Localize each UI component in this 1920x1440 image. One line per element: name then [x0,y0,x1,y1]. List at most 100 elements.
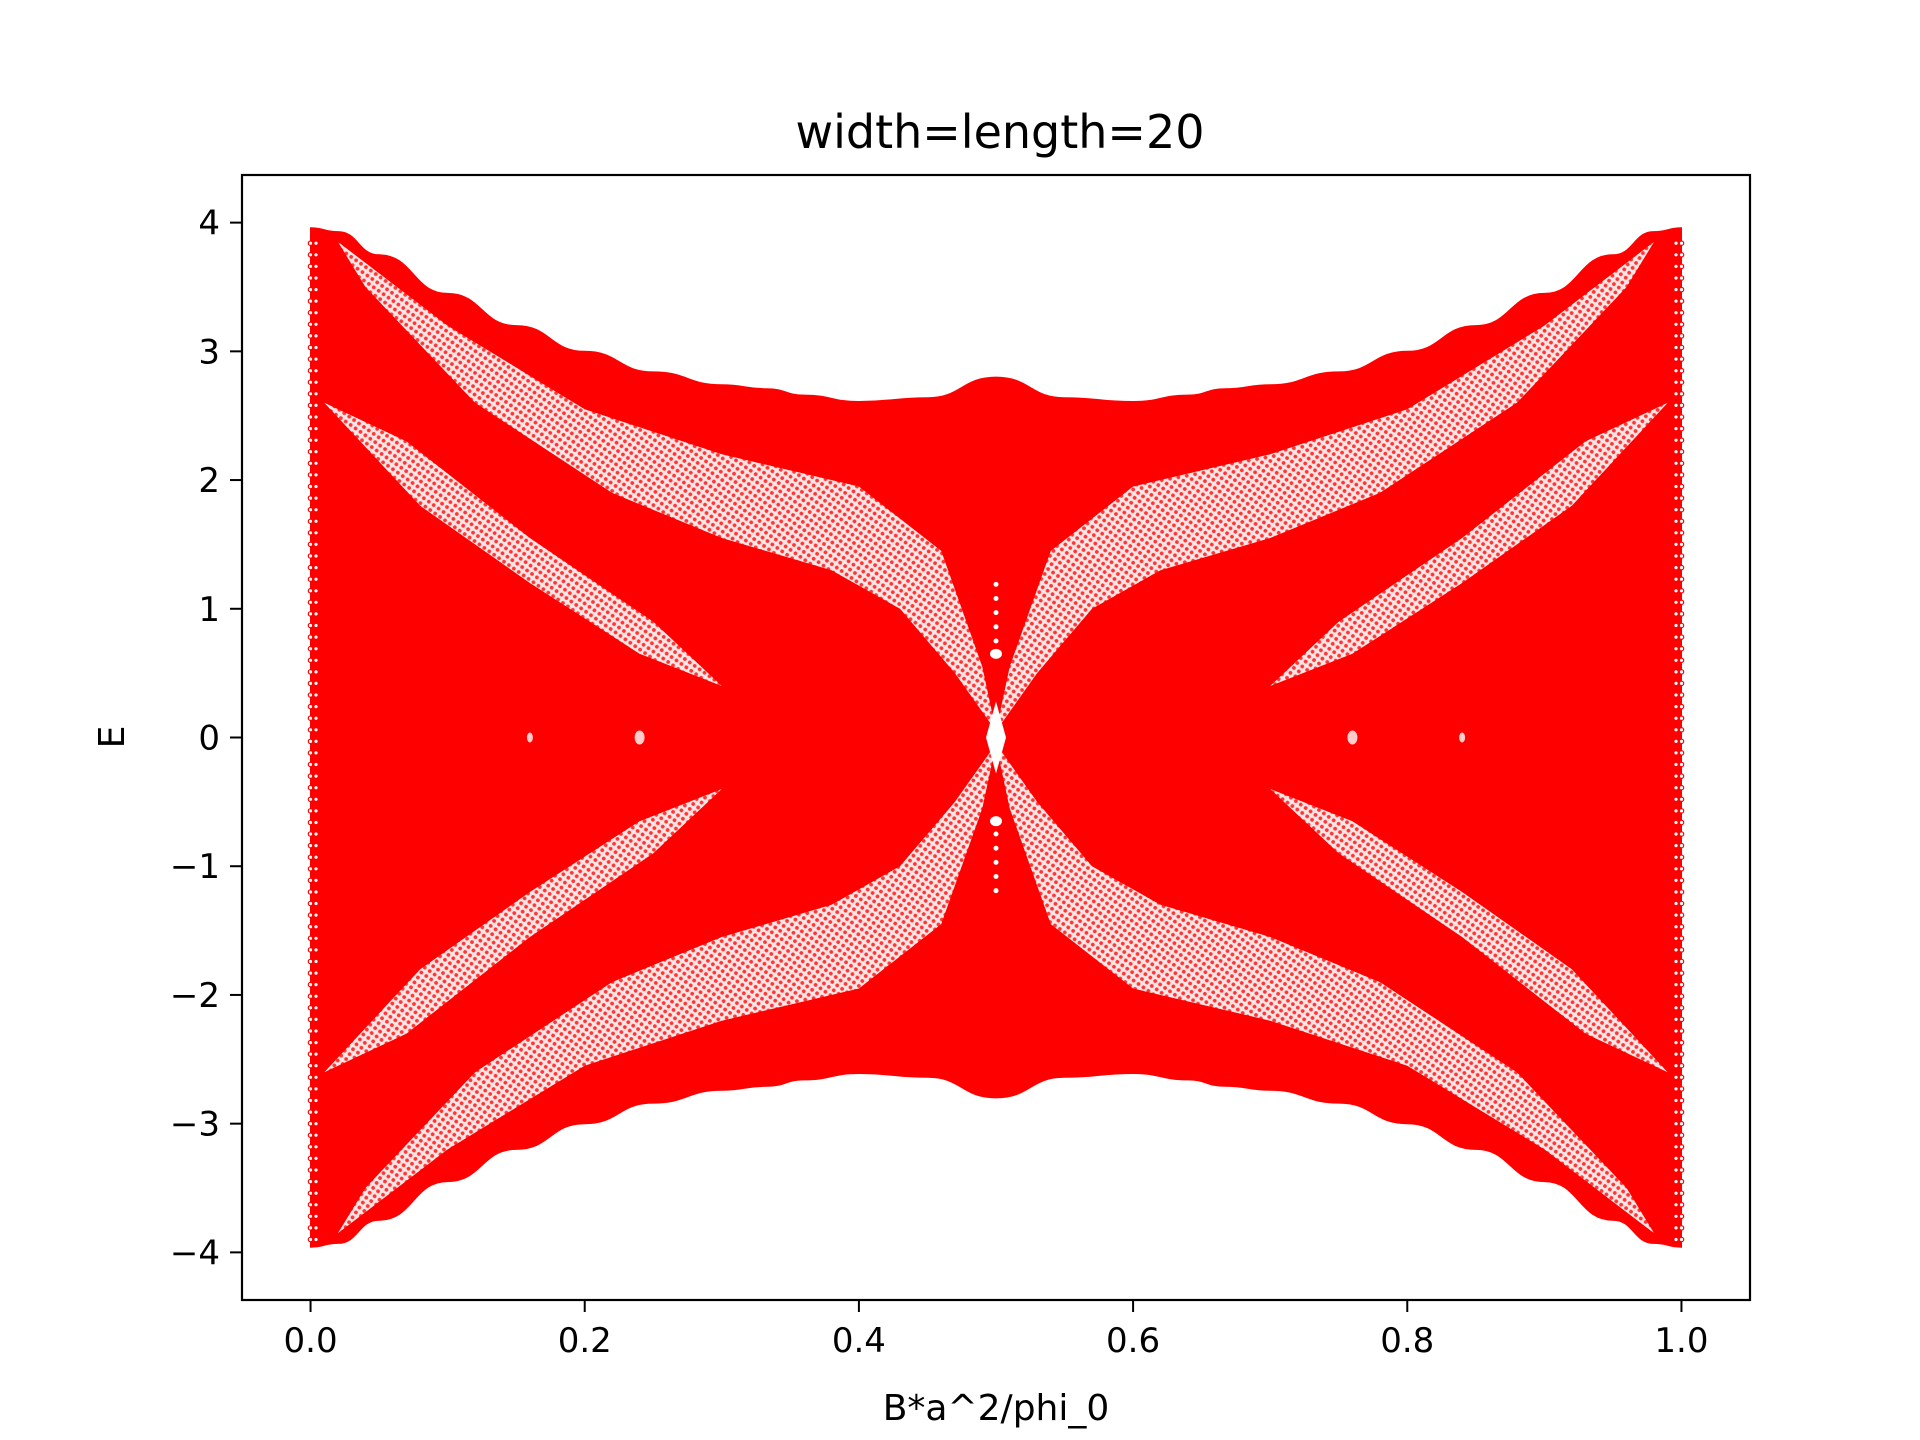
spectrum-level-dot [1673,808,1679,814]
spectrum-level-dot [313,842,319,849]
spectrum-level-dot [307,587,314,594]
spectrum-level-dot [1673,564,1679,571]
spectrum-level-dot [313,1225,319,1231]
spectrum-gap-dot [992,858,1000,866]
spectrum-level-dot [313,495,319,501]
spectrum-gap [526,732,533,743]
spectrum-level-dot [313,958,319,965]
spectrum-level-dot [1678,472,1685,478]
x-tick-label: 0.4 [832,1321,886,1361]
spectrum-level-dot [1673,1120,1679,1127]
spectrum-level-dot [307,564,314,571]
spectrum-level-dot [307,321,314,328]
spectrum-level-dot [1673,1074,1679,1081]
spectrum-level-dot [1678,1051,1685,1057]
spectrum-level-dot [307,1178,314,1185]
spectrum-level-dot [1678,1039,1685,1046]
spectrum-gap-dot [992,887,1000,895]
spectrum-level-dot [1673,1225,1679,1231]
spectrum-level-dot [1678,506,1685,513]
spectrum-level-dot [1673,1155,1679,1162]
spectrum-level-dot [1673,356,1679,362]
spectrum-level-dot [313,541,319,548]
spectrum-level-dot [1678,356,1685,362]
spectrum-level-dot [1673,390,1679,397]
spectrum-level-dot [1678,321,1685,328]
spectrum-level-dot [1678,252,1685,258]
spectrum-level-dot [313,390,319,397]
spectrum-level-dot [1678,865,1685,872]
spectrum-level-dot [1673,240,1679,247]
spectrum-level-dot [307,286,314,293]
spectrum-level-dot [1673,599,1679,606]
spectrum-level-dot [313,877,319,884]
spectrum-level-dot [1678,344,1685,351]
spectrum-level-dot [307,1051,314,1057]
spectrum-level-dot [1678,738,1685,745]
spectrum-level-dot [1678,692,1685,698]
spectrum-level-dot [1678,1074,1685,1081]
spectrum-gaps [526,580,1466,895]
spectrum-level-dot [1678,761,1685,768]
spectrum-level-dot [1678,611,1685,617]
spectrum-level-dot [313,923,319,930]
spectrum-level-dot [313,553,319,559]
spectrum-level-dot [313,831,319,837]
spectrum-level-dot [1678,1016,1685,1023]
spectrum-level-dot [1673,252,1679,258]
spectrum-mesh-streak [1270,789,1668,1073]
spectrum-level-dot [1678,587,1685,594]
spectrum-level-dot [1678,402,1685,409]
spectrum-level-dot [307,831,314,837]
spectrum-level-dot [1678,923,1685,930]
spectrum-level-dot [1678,726,1685,733]
spectrum-level-dot [1673,333,1679,339]
spectrum-level-dot [1673,448,1679,455]
spectrum-level-dot [1673,495,1679,501]
spectrum-level-dot [1678,495,1685,501]
spectrum-level-dot [1678,877,1685,884]
spectrum-level-dot [307,1190,314,1197]
spectrum-gap-dot [992,609,1000,617]
spectrum-level-dot [313,1190,319,1197]
spectrum-level-dot [313,1213,319,1220]
spectrum-level-dot [1678,448,1685,455]
spectrum-level-dot [313,576,319,583]
spectrum-level-dot [1678,715,1685,722]
spectrum-level-dot [1678,518,1685,525]
spectrum-level-dot [1678,390,1685,397]
spectrum-level-dot [313,414,319,420]
spectrum-level-dot [313,1167,319,1173]
spectrum-level-dot [1673,680,1679,687]
spectrum-level-dot [313,1178,319,1185]
spectrum-level-dot [313,599,319,606]
spectrum-level-dot [1678,1201,1685,1208]
spectrum-level-dot [307,1132,314,1139]
spectrum-level-dot [1673,1190,1679,1197]
spectrum-mesh-streak [324,789,722,1073]
spectrum-level-dot [307,390,314,397]
spectrum-level-dot [307,506,314,513]
spectrum-level-dot [313,761,319,768]
spectrum-level-dot [1673,692,1679,698]
spectrum-level-dot [313,935,319,942]
spectrum-level-dot [307,541,314,548]
spectrum-level-dot [307,692,314,698]
spectrum-level-dot [1678,703,1685,710]
spectrum-level-dot [1678,854,1685,861]
spectrum-level-dot [313,703,319,710]
spectrum-level-dot [1673,1213,1679,1220]
spectrum-level-dot [1678,286,1685,293]
spectrum-gap [990,648,1002,659]
spectrum-level-dot [1678,1213,1685,1220]
spectrum-level-dot [313,622,319,629]
spectrum-level-dot [1673,1178,1679,1185]
spectrum-mesh-wing [338,743,996,1234]
spectrum-level-dot [1678,240,1685,247]
spectrum-level-dot [313,321,319,328]
spectrum-level-dot [1678,437,1685,444]
spectrum-level-dot [1673,321,1679,328]
x-tick-label: 0.8 [1380,1321,1434,1361]
spectrum-level-dot [1673,669,1679,675]
spectrum-level-dot [307,263,314,270]
